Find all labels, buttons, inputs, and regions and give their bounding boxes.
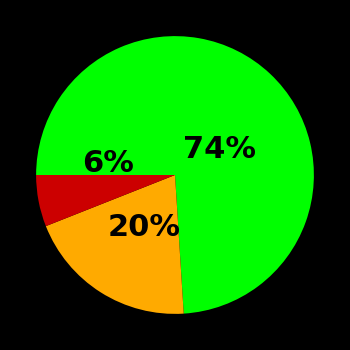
Wedge shape [36,36,314,314]
Wedge shape [46,175,184,314]
Wedge shape [36,175,175,226]
Text: 6%: 6% [82,149,134,178]
Text: 20%: 20% [108,213,181,242]
Text: 74%: 74% [183,135,256,164]
